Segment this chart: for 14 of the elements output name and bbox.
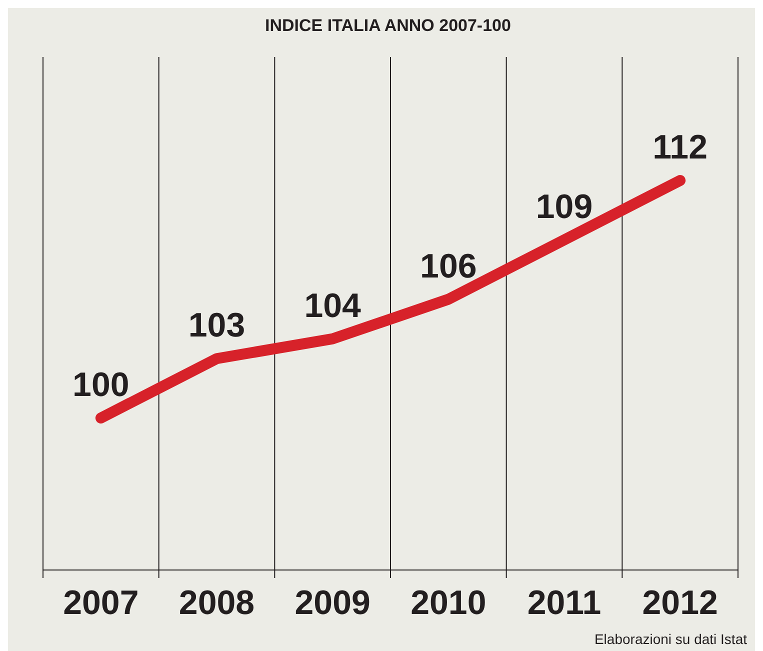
x-tick-label: 2008 bbox=[178, 584, 255, 622]
x-tick-label: 2007 bbox=[63, 584, 139, 622]
data-label: 100 bbox=[72, 366, 130, 404]
data-label: 103 bbox=[188, 306, 246, 345]
data-label: 104 bbox=[304, 286, 362, 325]
x-tick-label: 2011 bbox=[527, 584, 602, 622]
chart-title: INDICE ITALIA ANNO 2007-100 bbox=[264, 16, 512, 36]
x-tick-label: 2012 bbox=[642, 584, 718, 622]
data-label: 106 bbox=[420, 247, 477, 286]
data-label: 109 bbox=[536, 188, 593, 226]
text: Elaborazioni su dati Istat bbox=[594, 631, 747, 647]
data-label: 112 bbox=[652, 128, 708, 166]
x-tick-label: 2010 bbox=[410, 584, 486, 622]
x-tick-label: 2009 bbox=[294, 584, 370, 622]
